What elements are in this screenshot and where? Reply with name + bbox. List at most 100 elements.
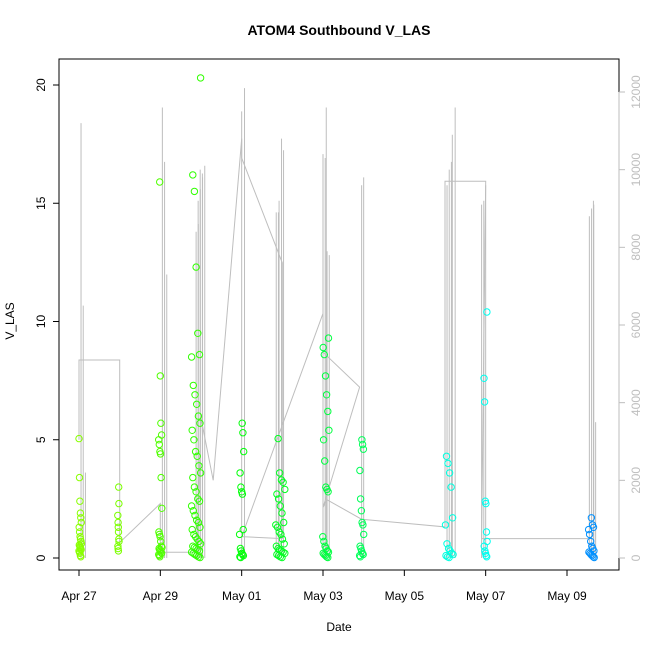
data-point <box>445 553 453 562</box>
data-point <box>189 473 197 482</box>
data-point <box>115 537 123 546</box>
data-point <box>324 407 332 416</box>
data-point <box>357 507 366 515</box>
data-point <box>240 447 248 456</box>
data-point <box>114 518 122 527</box>
data-point <box>480 398 489 406</box>
data-point <box>194 412 203 420</box>
data-point <box>589 553 597 561</box>
data-point <box>236 469 244 477</box>
data-point <box>75 528 84 536</box>
x-tick-label: May 05 <box>385 589 425 603</box>
data-point <box>443 540 451 548</box>
y-tick-label: 5 <box>34 436 48 443</box>
data-point <box>193 400 201 408</box>
data-points <box>75 74 598 562</box>
data-point <box>239 429 247 437</box>
data-point <box>238 419 246 427</box>
data-point <box>448 514 457 522</box>
data-point <box>483 537 491 546</box>
y-axis-label: V_LAS <box>3 302 17 339</box>
data-point <box>76 497 84 505</box>
data-point <box>114 511 122 520</box>
data-point <box>319 343 327 352</box>
data-point <box>324 334 333 342</box>
data-point <box>191 391 199 399</box>
y-tick-label: 15 <box>34 196 48 210</box>
data-point <box>236 553 244 561</box>
x-tick-label: May 09 <box>547 589 587 603</box>
data-point <box>444 459 452 468</box>
data-point <box>279 478 287 486</box>
data-point <box>157 473 165 482</box>
data-point <box>156 178 164 186</box>
data-point <box>325 426 333 434</box>
data-point <box>188 426 196 434</box>
data-point <box>356 466 364 475</box>
data-point <box>356 553 365 561</box>
y2-tick-label: 8000 <box>629 234 643 261</box>
data-point <box>77 514 85 522</box>
data-point <box>190 436 198 444</box>
data-point <box>75 434 83 443</box>
data-point <box>276 502 284 510</box>
data-point <box>114 542 122 550</box>
y-tick-label: 20 <box>34 78 48 92</box>
y2-tick-label: 2000 <box>629 467 643 494</box>
y2-tick-label: 10000 <box>629 153 643 187</box>
data-point <box>587 514 596 522</box>
data-point <box>196 469 205 477</box>
data-point <box>278 535 287 543</box>
data-point <box>273 523 282 531</box>
data-point <box>278 553 286 562</box>
data-point <box>196 74 205 82</box>
trend-line <box>78 138 592 553</box>
data-point <box>156 450 165 458</box>
data-point <box>189 171 197 179</box>
data-point <box>114 523 123 531</box>
data-point <box>590 553 598 562</box>
data-point <box>196 540 205 548</box>
data-point <box>192 488 200 496</box>
data-point <box>356 495 365 503</box>
data-point <box>195 462 203 470</box>
data-point <box>193 535 201 543</box>
data-point <box>585 530 594 539</box>
data-point <box>274 434 282 443</box>
data-point <box>156 553 164 561</box>
data-point <box>280 518 288 527</box>
x-tick-label: May 01 <box>222 589 262 603</box>
data-point <box>191 447 200 456</box>
data-point <box>157 431 166 439</box>
data-point <box>157 419 165 427</box>
spike-lines <box>80 88 597 558</box>
data-point <box>587 537 595 546</box>
data-point <box>188 525 196 534</box>
data-point <box>237 483 245 491</box>
data-point <box>322 391 331 399</box>
data-point <box>115 499 123 508</box>
data-point <box>281 485 289 494</box>
data-point <box>321 372 330 380</box>
data-point <box>480 542 488 550</box>
data-point <box>319 533 327 541</box>
data-point <box>482 528 491 536</box>
data-point <box>358 440 367 449</box>
data-point <box>277 530 285 539</box>
y2-tick-label: 12000 <box>629 75 643 109</box>
y-tick-label: 0 <box>34 554 48 561</box>
data-point <box>194 495 202 503</box>
data-point <box>194 329 202 337</box>
x-axis-label: Date <box>326 620 352 634</box>
data-point <box>193 452 201 460</box>
data-point <box>156 533 164 541</box>
data-point <box>196 419 204 427</box>
data-point <box>588 551 596 560</box>
data-point <box>155 436 163 444</box>
data-point <box>189 381 198 390</box>
data-point <box>196 523 204 531</box>
data-point <box>114 528 123 536</box>
data-point <box>187 353 196 361</box>
x-tick-label: May 03 <box>303 589 343 603</box>
data-point <box>194 518 203 527</box>
